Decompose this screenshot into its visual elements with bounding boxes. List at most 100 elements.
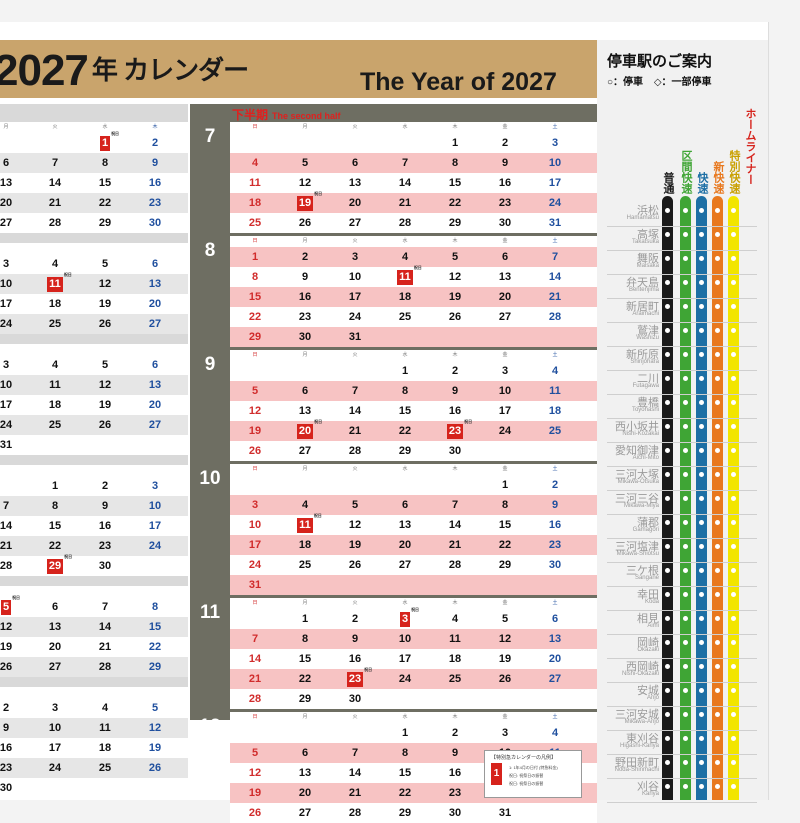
day-cell: 7 bbox=[351, 385, 359, 397]
day-cell: 28 bbox=[348, 807, 362, 819]
page-title: 2027 年 カレンダー bbox=[0, 46, 249, 96]
day-cell: 26 bbox=[0, 661, 13, 673]
day-cell: 31 bbox=[248, 579, 262, 591]
day-cell: 2 bbox=[451, 365, 459, 377]
day-cell: 18 bbox=[398, 291, 412, 303]
day-cell: 4 bbox=[51, 258, 59, 270]
stop-marker bbox=[715, 784, 720, 789]
day-cell: 2 bbox=[2, 702, 10, 714]
week-row: 1 2 3 4 bbox=[230, 723, 597, 743]
week-row: 7 8 9 10 11 12 13 bbox=[230, 629, 597, 649]
week-row: 2 3 4 5 bbox=[0, 698, 188, 718]
day-cell: 21 bbox=[0, 540, 13, 552]
stop-marker bbox=[683, 664, 688, 669]
day-cell: 31 bbox=[498, 807, 512, 819]
station-row: 三河大塚 Mikawa-Ōtsuka bbox=[607, 464, 757, 491]
stop-marker bbox=[699, 352, 704, 357]
weekday-label: 木 bbox=[452, 600, 458, 606]
stop-marker bbox=[665, 352, 670, 357]
day-cell: 17 bbox=[248, 539, 262, 551]
day-cell: 11 bbox=[449, 633, 461, 645]
day-cell: 21 bbox=[448, 539, 462, 551]
stop-marker bbox=[683, 376, 688, 381]
weekday-label: 水 bbox=[402, 600, 408, 606]
weekday-header-row bbox=[0, 465, 188, 476]
day-cell: 23 bbox=[498, 197, 512, 209]
day-cell: 22 bbox=[48, 540, 62, 552]
stop-marker bbox=[715, 736, 720, 741]
stop-marker bbox=[665, 640, 670, 645]
day-cell: 10 bbox=[0, 379, 13, 391]
day-cell: 6 bbox=[501, 251, 509, 263]
week-row: 19 20 祝日 21 22 23 祝日 24 25 bbox=[230, 419, 597, 441]
day-cell: 23 bbox=[148, 197, 162, 209]
stop-marker bbox=[731, 592, 736, 597]
week-row: 30 bbox=[0, 778, 188, 798]
day-cell: 30 bbox=[0, 782, 13, 794]
day-cell: 17 bbox=[398, 653, 412, 665]
day-cell: 8 bbox=[51, 500, 59, 512]
day-cell: 29 bbox=[98, 217, 112, 229]
day-cell: 24 bbox=[498, 425, 512, 437]
station-name: 弁天島 bbox=[626, 277, 659, 289]
station-row: 幸田 Kōda bbox=[607, 584, 757, 611]
day-cell: 16 bbox=[98, 520, 112, 532]
day-cell: 30 bbox=[498, 217, 512, 229]
day-cell: 14 bbox=[248, 653, 262, 665]
station-romaji: Noda-Shinmachi bbox=[614, 767, 659, 773]
station-name: 刈谷 bbox=[637, 781, 659, 793]
week-row: 26 27 28 29 30 bbox=[230, 441, 597, 461]
day-cell: 12 bbox=[248, 405, 262, 417]
holiday-day-number: 3 bbox=[399, 612, 411, 627]
day-cell: 6 bbox=[151, 258, 159, 270]
stop-marker bbox=[715, 640, 720, 645]
day-cell: 4 bbox=[401, 251, 409, 263]
weekday-header-row: 日月火水木金土 bbox=[230, 122, 597, 133]
day-cell: 24 bbox=[348, 311, 362, 323]
holiday-tag: 祝日 bbox=[313, 513, 322, 518]
day-cell: 12 bbox=[498, 633, 512, 645]
day-cell: 10 bbox=[148, 500, 162, 512]
day-cell: 23 bbox=[0, 762, 13, 774]
station-guide-title: 停車駅のご案内 bbox=[607, 53, 713, 70]
station-romaji: Nishi-Okazaki bbox=[621, 671, 659, 677]
station-romaji: Higashi-Kariya bbox=[619, 743, 659, 749]
weekday-label: 月 bbox=[302, 238, 308, 244]
station-romaji: Mikawa-Miya bbox=[623, 503, 659, 509]
week-row: 18 19 祝日 20 21 22 23 24 bbox=[230, 191, 597, 213]
stop-marker bbox=[715, 376, 720, 381]
stop-marker bbox=[665, 568, 670, 573]
day-cell: 25 bbox=[98, 762, 112, 774]
station-row: 舞阪 Maisaka bbox=[607, 248, 757, 275]
week-row: 17 18 19 20 bbox=[0, 395, 188, 415]
day-cell: 26 bbox=[498, 673, 512, 685]
day-cell: 25 bbox=[548, 425, 562, 437]
station-row: 鷲津 Washizu bbox=[607, 320, 757, 347]
holiday-day-number: 29 bbox=[46, 559, 64, 574]
day-cell: 26 bbox=[98, 419, 112, 431]
stop-marker bbox=[665, 424, 670, 429]
legend-note-line: 祝日: 祝祭日の振替 bbox=[509, 781, 544, 786]
week-row: 29 30 31 bbox=[230, 327, 597, 347]
day-cell: 5 祝日 bbox=[0, 595, 24, 617]
day-cell: 6 bbox=[301, 385, 309, 397]
stop-marker bbox=[665, 304, 670, 309]
day-cell: 30 bbox=[298, 331, 312, 343]
station-romaji: Kōda bbox=[644, 599, 659, 605]
day-cell: 28 bbox=[248, 693, 262, 705]
holiday-tag: 祝日 bbox=[63, 272, 72, 277]
stop-marker bbox=[683, 280, 688, 285]
weekday-label: 木 bbox=[452, 238, 458, 244]
stop-marker bbox=[731, 280, 736, 285]
day-cell: 24 bbox=[548, 197, 562, 209]
stop-marker bbox=[683, 472, 688, 477]
day-cell: 3 bbox=[351, 251, 359, 263]
stop-marker bbox=[731, 640, 736, 645]
stop-marker bbox=[683, 424, 688, 429]
station-name: 三ケ根 bbox=[626, 565, 659, 577]
day-cell: 24 bbox=[398, 673, 412, 685]
day-cell: 5 bbox=[301, 157, 309, 169]
weekday-label: 土 bbox=[552, 600, 558, 606]
day-cell: 19 bbox=[348, 539, 362, 551]
week-row: 24 25 26 27 bbox=[0, 314, 188, 334]
